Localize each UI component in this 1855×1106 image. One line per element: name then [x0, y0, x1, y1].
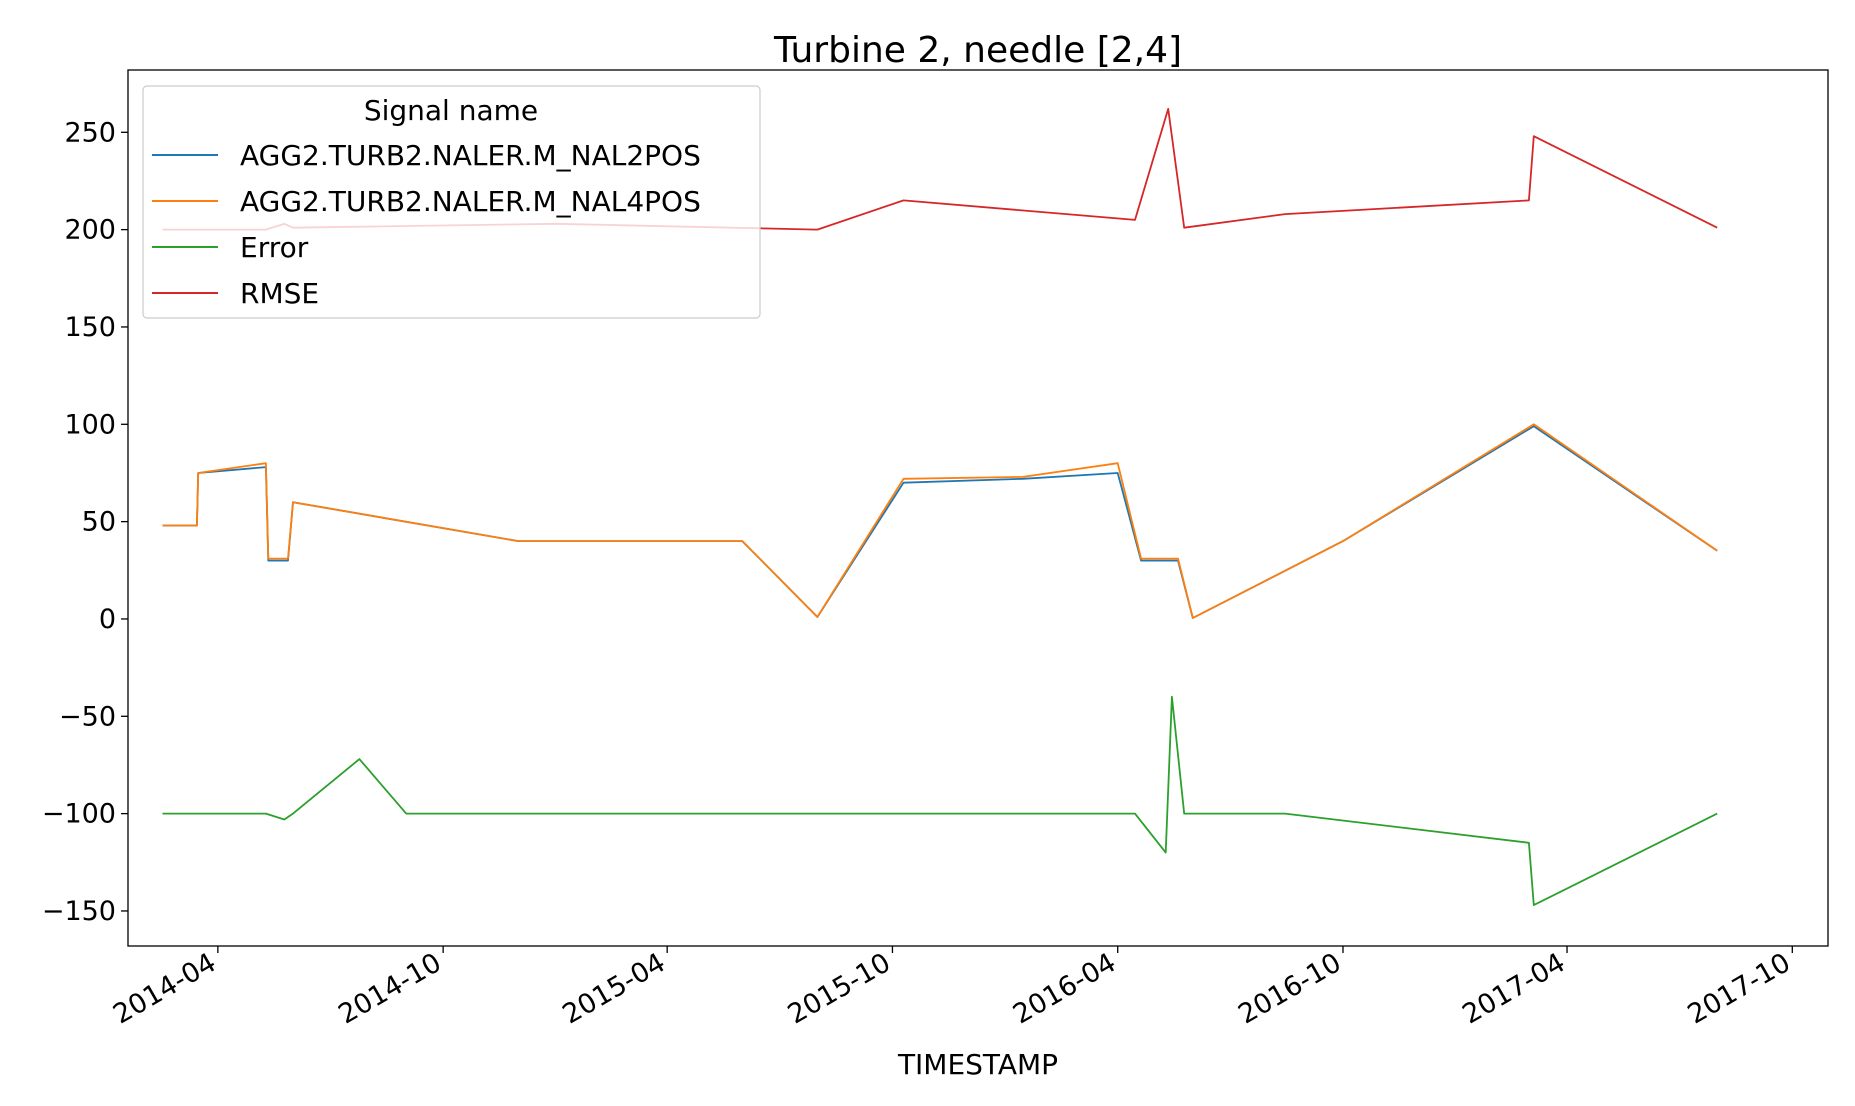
y-tick-label: 250: [64, 117, 116, 148]
legend-label: AGG2.TURB2.NALER.M_NAL4POS: [240, 185, 701, 218]
legend-title: Signal name: [364, 94, 538, 127]
legend-box: [142, 85, 761, 319]
y-tick-label: 200: [64, 215, 116, 246]
y-tick-label: 100: [64, 409, 116, 440]
legend-label: Error: [240, 231, 309, 264]
x-axis-label: TIMESTAMP: [897, 1048, 1058, 1081]
legend-label: AGG2.TURB2.NALER.M_NAL2POS: [240, 139, 701, 172]
y-tick-label: −50: [59, 701, 116, 732]
y-tick-label: −100: [42, 799, 116, 830]
legend-entries: AGG2.TURB2.NALER.M_NAL2POS AGG2.TURB2.NAL…: [152, 139, 701, 310]
series-line-error: [162, 695, 1718, 906]
y-tick-label: 0: [99, 604, 116, 635]
legend-label: RMSE: [240, 277, 319, 310]
y-axis: 250 200 150 100 50 0 −50 −100 −150: [42, 117, 128, 927]
plot-frame: [127, 69, 1829, 947]
y-tick-label: 150: [64, 312, 116, 343]
y-tick-label: −150: [42, 896, 116, 927]
series-line-agg2-turb2-naler-m-nal4pos: [162, 423, 1718, 619]
chart-title: Turbine 2, needle [2,4]: [773, 30, 1182, 71]
y-tick-label: 50: [82, 507, 116, 538]
legend: Signal name AGG2.TURB2.NALER.M_NAL2POSAG…: [142, 85, 761, 319]
